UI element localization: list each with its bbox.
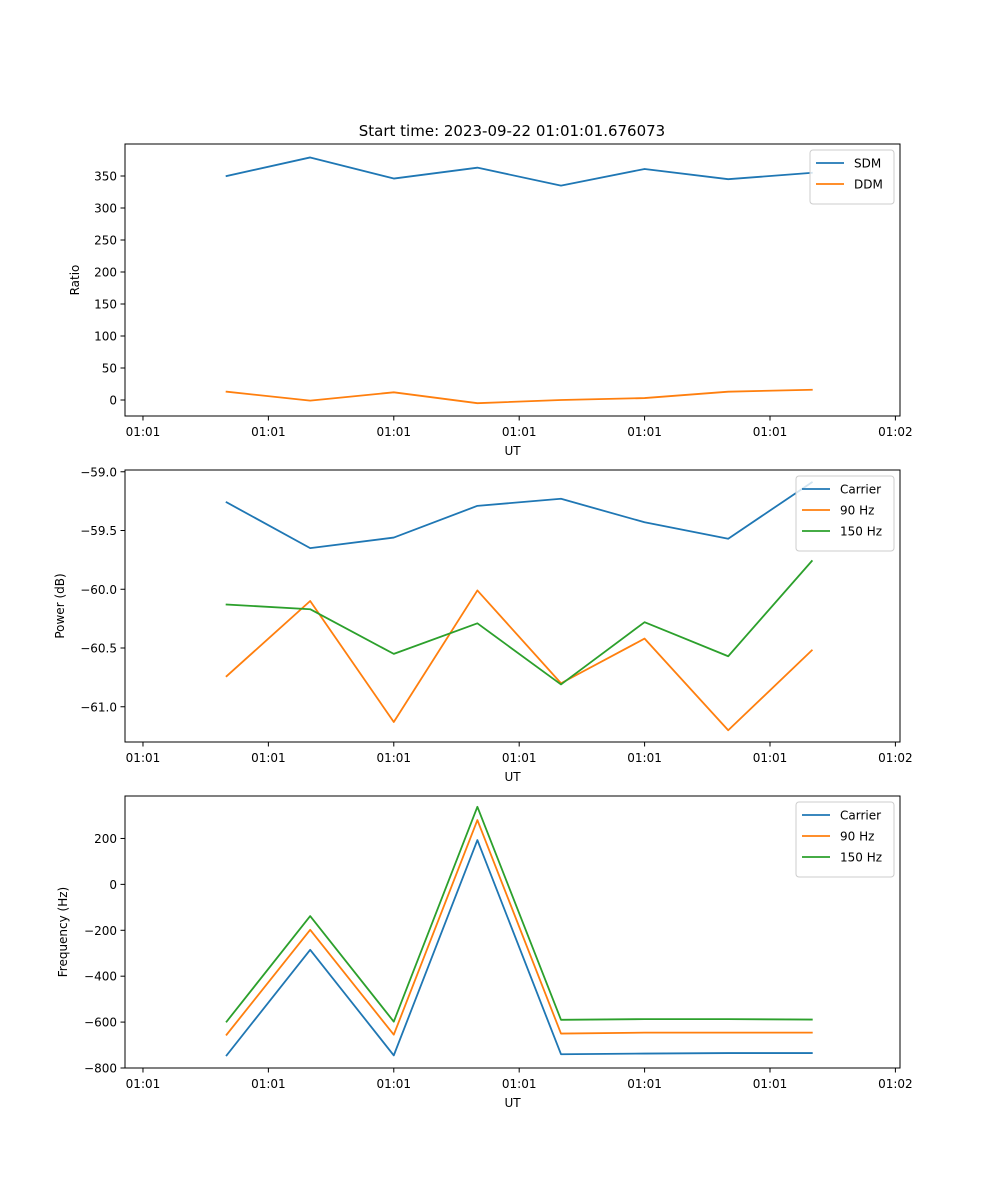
axes-3: 01:01 01:01 01:01 01:01 01:01 01:01 01:02 −800 −… xyxy=(56,795,913,1110)
y-tick-label: −600 xyxy=(84,1016,117,1030)
y-tick-label: −59.5 xyxy=(80,524,117,538)
y-tick-label: 150 xyxy=(94,298,117,312)
y-axis-label: Power (dB) xyxy=(53,573,67,638)
legend-label: 90 Hz xyxy=(840,504,874,518)
x-axis-label: UT xyxy=(504,1096,521,1110)
y-tick-label: 300 xyxy=(94,202,117,216)
series-line-carrier xyxy=(225,481,814,550)
x-tick-label: 01:02 xyxy=(878,751,913,765)
legend-label: SDM xyxy=(854,157,881,171)
x-tick-label: 01:01 xyxy=(753,425,788,439)
figure-title: Start time: 2023-09-22 01:01:01.676073 xyxy=(359,122,665,140)
y-tick-label: 250 xyxy=(94,234,117,248)
y-tick-label: −61.0 xyxy=(80,700,117,714)
series-line-carrier xyxy=(225,839,813,1057)
x-tick-label: 01:01 xyxy=(502,425,537,439)
y-tick-label: 350 xyxy=(94,170,117,184)
legend: Carrier 90 Hz 150 Hz xyxy=(795,801,895,878)
legend-label: Carrier xyxy=(840,483,881,497)
legend-box xyxy=(795,475,895,552)
plot-frame xyxy=(124,469,901,743)
legend: Carrier 90 Hz 150 Hz xyxy=(795,475,895,552)
x-tick-label: 01:01 xyxy=(251,425,286,439)
series-line-150-hz xyxy=(225,559,814,686)
series-line-ddm xyxy=(225,388,813,405)
legend-box xyxy=(795,801,895,878)
plot-frame xyxy=(124,143,901,417)
y-tick-label: 0 xyxy=(109,878,117,892)
x-tick-label: 01:01 xyxy=(126,751,161,765)
x-tick-label: 01:01 xyxy=(753,751,788,765)
y-tick-label: 50 xyxy=(102,362,117,376)
x-axis-label: UT xyxy=(504,770,521,784)
x-tick-label: 01:01 xyxy=(502,1077,537,1091)
x-tick-label: 01:02 xyxy=(878,1077,913,1091)
legend-label: 90 Hz xyxy=(840,830,874,844)
series-line-90-hz xyxy=(225,589,814,732)
y-tick-label: −400 xyxy=(84,970,117,984)
y-axis-label: Ratio xyxy=(68,265,82,296)
x-tick-label: 01:01 xyxy=(753,1077,788,1091)
x-tick-label: 01:01 xyxy=(627,425,662,439)
x-tick-label: 01:01 xyxy=(376,751,411,765)
x-tick-label: 01:01 xyxy=(251,751,286,765)
series-line-90-hz xyxy=(225,819,813,1036)
y-tick-label: −200 xyxy=(84,924,117,938)
axes-1: 01:01 01:01 01:01 01:01 01:01 01:01 01:02 0 50 10… xyxy=(68,143,913,458)
legend-label: DDM xyxy=(854,178,883,192)
x-tick-label: 01:01 xyxy=(502,751,537,765)
y-tick-label: −59.0 xyxy=(80,465,117,479)
x-axis-label: UT xyxy=(504,444,521,458)
legend-label: 150 Hz xyxy=(840,525,882,539)
y-tick-label: 200 xyxy=(94,832,117,846)
x-tick-label: 01:02 xyxy=(878,425,913,439)
series-line-sdm xyxy=(225,156,813,187)
y-axis-label: Frequency (Hz) xyxy=(56,887,70,978)
legend-label: 150 Hz xyxy=(840,851,882,865)
y-tick-label: 200 xyxy=(94,266,117,280)
series-line-150-hz xyxy=(225,805,813,1023)
y-tick-label: 100 xyxy=(94,330,117,344)
x-tick-label: 01:01 xyxy=(251,1077,286,1091)
x-tick-label: 01:01 xyxy=(627,751,662,765)
x-tick-label: 01:01 xyxy=(126,1077,161,1091)
y-tick-label: −60.0 xyxy=(80,583,117,597)
x-tick-label: 01:01 xyxy=(126,425,161,439)
x-tick-label: 01:01 xyxy=(376,425,411,439)
legend-label: Carrier xyxy=(840,809,881,823)
plot-frame xyxy=(124,795,901,1069)
y-tick-label: −60.5 xyxy=(80,642,117,656)
x-tick-label: 01:01 xyxy=(627,1077,662,1091)
axes-2: 01:01 01:01 01:01 01:01 01:01 01:01 01:02 −61.0… xyxy=(53,465,913,784)
x-tick-label: 01:01 xyxy=(376,1077,411,1091)
y-tick-label: −800 xyxy=(84,1062,117,1076)
plots-container: 01:01 01:01 01:01 01:01 01:01 01:01 01:02 0 50 10… xyxy=(53,143,913,1110)
legend: SDM DDM xyxy=(809,149,895,205)
y-tick-label: 0 xyxy=(109,394,117,408)
